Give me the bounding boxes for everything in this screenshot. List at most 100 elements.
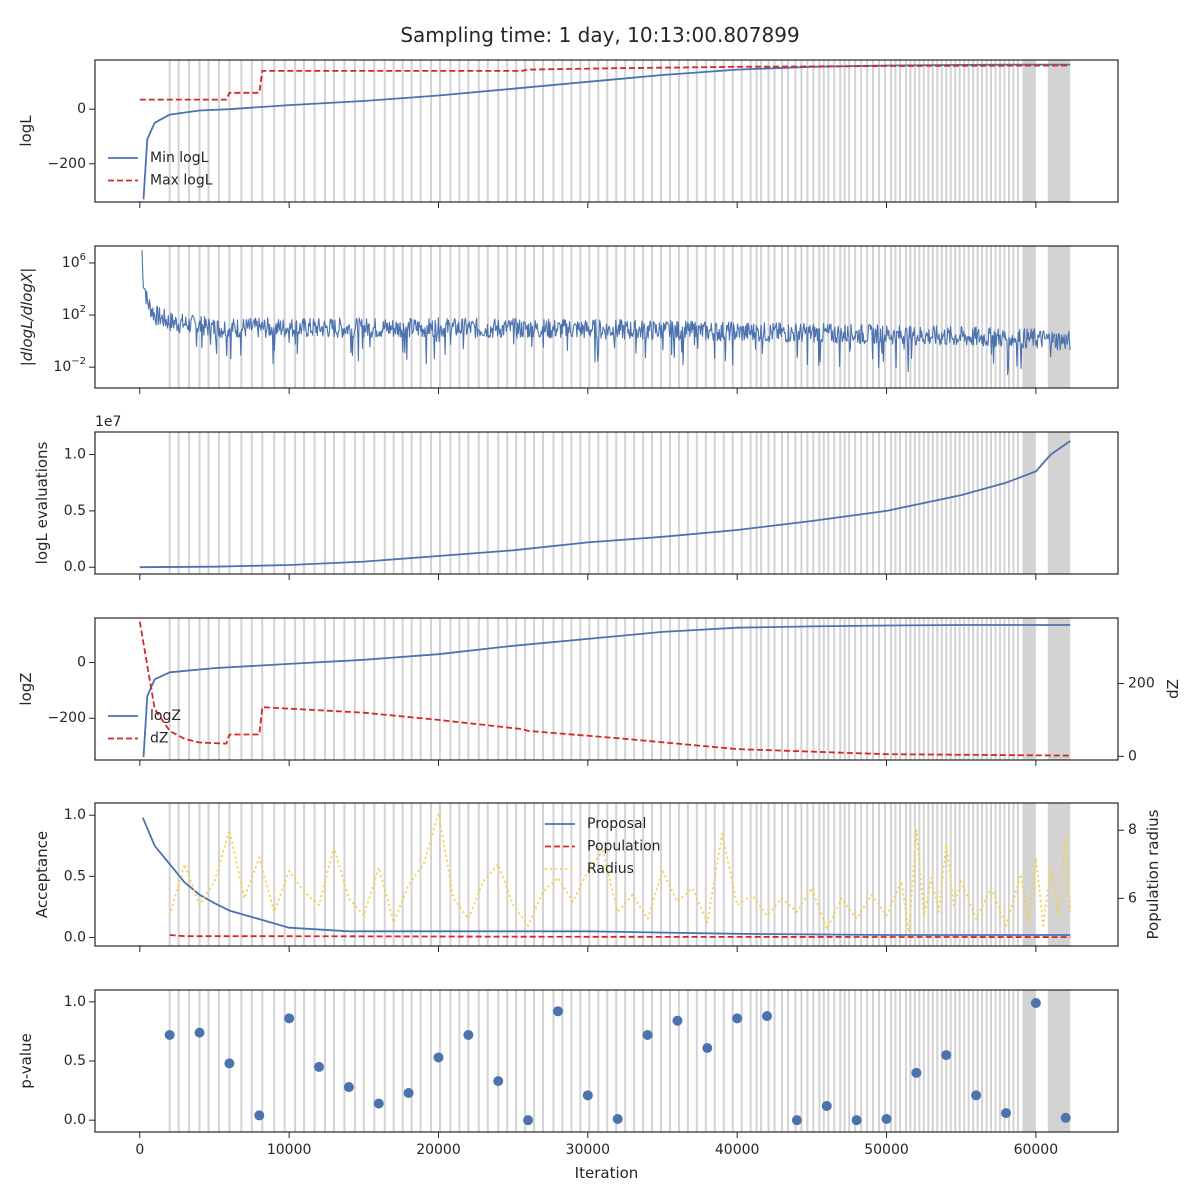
panel-frame [94,617,1119,761]
restart-markers [168,803,1071,946]
legend-label: Radius [587,861,634,877]
series-line-0 [139,440,1071,569]
x-tick-label: 50000 [864,1142,909,1158]
y-tick-label-right: 200 [1128,676,1155,692]
restart-markers [168,990,1071,1132]
y-tick-label: 1.0 [64,447,86,463]
restart-dense-band [1022,618,1036,760]
series-line-1 [169,934,1071,938]
y-tick-label: 0.0 [64,1112,86,1128]
series-line-0 [141,250,1071,375]
legend: logZ dZ [108,708,181,747]
scatter-point [403,1087,414,1098]
x-tick-label: 30000 [566,1142,611,1158]
scatter-point [971,1090,982,1101]
panel-frame [94,245,1119,389]
y-axis-label: p-value [17,1033,35,1089]
legend-label: dZ [150,731,168,747]
scatter-point [791,1115,802,1126]
scatter-point [642,1029,653,1040]
scatter-point [164,1029,175,1040]
panel-logZ: 0 −200 0 200 logZ dZ logZ dZ [17,617,1182,766]
series-line-0 [142,63,1071,200]
x-tick-label: 0 [135,1142,144,1158]
series-group [141,250,1071,375]
legend-label: Proposal [587,816,646,832]
y-tick-label: 0.5 [64,503,86,519]
scatter-point [194,1027,205,1038]
scatter-point [254,1110,265,1121]
restart-dense-band [1022,246,1036,388]
legend: Min logL Max logL [108,150,213,189]
panel-acceptance: 0.0 0.5 1.0 6 8 Acceptance Population radius Pr… [33,802,1162,952]
scatter-point [433,1052,444,1063]
x-tick-label: 20000 [416,1142,461,1158]
panel-frame [94,802,1119,947]
restart-dense-band [1047,990,1071,1132]
y-tick-label-right: 8 [1128,822,1137,838]
panels: 0 −200 logL Min logL Max logL 10610210−2|dlog… [17,59,1182,1182]
scatter-point [493,1076,504,1087]
scatter-point [314,1061,325,1072]
y-axis-label: logL evaluations [33,441,51,564]
series-group [141,812,1072,938]
scatter-point [672,1015,683,1026]
series-group [139,63,1071,200]
scatter-point [1030,998,1041,1009]
legend-label: Max logL [150,173,213,189]
restart-dense-band [1047,618,1071,760]
restart-dense-band [1022,803,1036,946]
restart-dense-band [1047,432,1071,574]
panel-frame [94,59,1119,203]
series-group [139,440,1071,569]
y-axis-label: logL [17,115,35,147]
scatter-point [343,1082,354,1093]
scatter-point [582,1090,593,1101]
y-tick-label: −200 [48,156,86,172]
scatter-point [1060,1112,1071,1123]
series-group [164,998,1071,1126]
series-line-1 [139,64,1071,101]
scatter-point [552,1006,563,1017]
scatter-point [1000,1108,1011,1119]
y-axis-label: logZ [17,672,35,705]
series-line-0 [141,817,1071,936]
legend-label: Population [587,839,661,855]
scatter-point [941,1050,952,1061]
restart-dense-band [1022,432,1036,574]
restart-markers [168,618,1071,760]
scatter-point [821,1100,832,1111]
y-tick-label: 0.5 [64,868,86,884]
y-axis-label-right: Population radius [1144,809,1162,939]
scatter-point [284,1013,295,1024]
y-tick-label-right: 0 [1128,748,1137,764]
panel-frame [94,431,1119,575]
restart-dense-band [1047,246,1071,388]
scatter-point [851,1115,862,1126]
panel-pvalue: 0 10000 20000 30000 40000 50000 60000 0.0 0.5 1.0… [17,989,1119,1182]
y-tick-label: 0 [77,101,86,117]
y-tick-label: 0 [77,655,86,671]
scatter-point [224,1058,235,1069]
panel-logL: 0 −200 logL Min logL Max logL [17,59,1119,208]
x-axis-label: Iteration [575,1164,639,1182]
y-tick-label: 0.0 [64,929,86,945]
scatter-point [612,1113,623,1124]
legend: Proposal Population Radius [545,816,661,877]
x-tick-label: 60000 [1014,1142,1059,1158]
panel-evals: 0.0 0.5 1.0 logL evaluations 1e7 [33,414,1119,580]
y-tick-label: 0.0 [64,559,86,575]
series-group [138,621,1071,758]
restart-dense-band [1047,803,1071,946]
restart-dense-band [1047,60,1071,202]
y-tick-label: 0.5 [64,1053,86,1069]
restart-dense-band [1022,990,1036,1132]
y-tick-label: −200 [48,710,86,726]
x-tick-label: 10000 [267,1142,312,1158]
scatter-point [463,1029,474,1040]
restart-markers [168,60,1071,202]
scatter-point [911,1067,922,1078]
y-axis-multiplier: 1e7 [95,414,121,430]
restart-markers [168,432,1071,574]
scatter-point [523,1115,534,1126]
